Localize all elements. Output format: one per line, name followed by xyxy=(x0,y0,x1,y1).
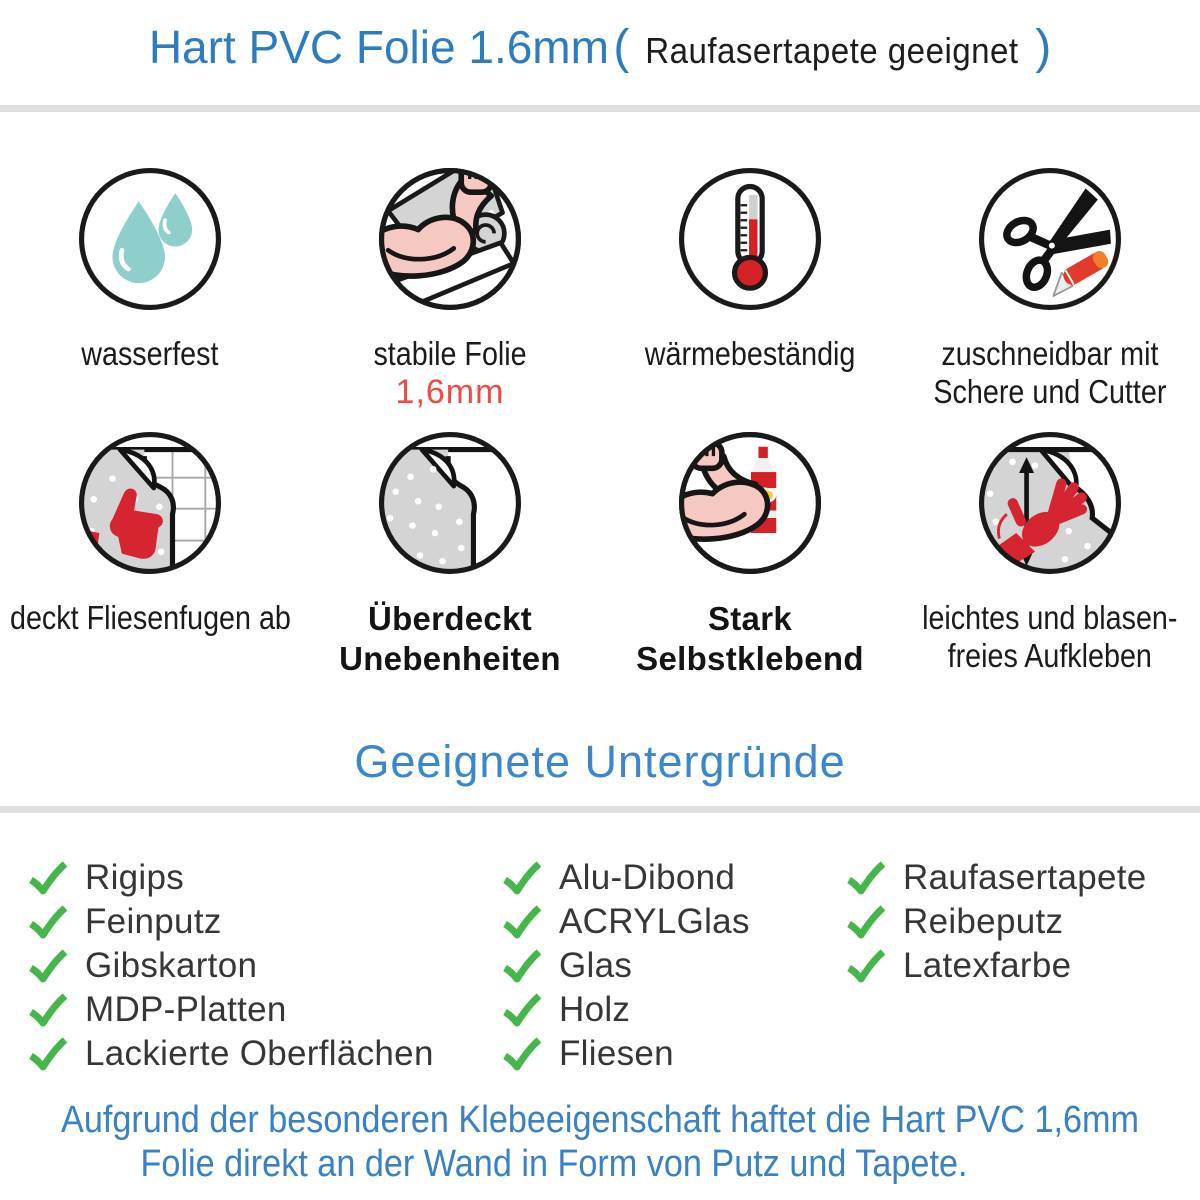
feature-label: stabile Folie xyxy=(373,335,527,372)
list-item: ACRYLGlas xyxy=(501,900,750,944)
check-icon xyxy=(503,905,542,939)
muscle-arm-foil-roll-icon xyxy=(378,167,522,311)
feature-label-line: Selbstklebend xyxy=(636,640,864,677)
check-icon xyxy=(847,905,886,939)
list-item: MDP-Platten xyxy=(27,988,434,1032)
thickness-highlight: 1,6mm xyxy=(395,373,505,411)
feature-covers-unevenness: Überdeckt Unebenheiten xyxy=(300,428,600,679)
footer-note: Aufgrund der besonderen Klebeeigenschaft… xyxy=(0,1098,1200,1186)
check-icon xyxy=(29,1037,68,1071)
substrates-column-3: Raufasertapete Reibeputz Latexfarbe xyxy=(845,856,1147,988)
feature-bubble-free: leichtes und blasen- freies Aufkleben xyxy=(900,428,1200,679)
paren-close: ) xyxy=(1035,21,1052,74)
divider-mid xyxy=(0,806,1200,813)
check-icon xyxy=(503,1037,542,1071)
title-note-wrap: Raufasertapete geeignet xyxy=(646,30,1019,72)
check-icon xyxy=(503,949,542,983)
page-title: Hart PVC Folie 1.6mm ( Raufasertapete gee… xyxy=(0,20,1200,75)
feature-heat-resistant: wärmebeständig xyxy=(600,164,900,411)
list-item: Glas xyxy=(501,944,750,988)
substrate-label: Feinputz xyxy=(85,902,222,941)
hand-smoothing-foil-icon xyxy=(978,431,1122,575)
list-item: Lackierte Oberflächen xyxy=(27,1032,434,1076)
list-item: Fliesen xyxy=(501,1032,750,1076)
title-note: Raufasertapete geeignet xyxy=(645,30,1019,71)
substrate-label: Holz xyxy=(559,990,631,1029)
thermometer-icon xyxy=(678,167,822,311)
substrate-label: Lackierte Oberflächen xyxy=(85,1034,434,1073)
check-icon xyxy=(29,993,68,1027)
feature-label-line: Schere und Cutter xyxy=(933,373,1167,410)
list-item: Reibeputz xyxy=(845,900,1147,944)
substrates-column-1: Rigips Feinputz Gibskarton MDP-Platten L… xyxy=(27,856,434,1076)
feature-self-adhesive: Stark Selbstklebend xyxy=(600,428,900,679)
list-item: Gibskarton xyxy=(27,944,434,988)
substrate-label: Gibskarton xyxy=(85,946,258,985)
check-icon xyxy=(847,861,886,895)
list-item: Raufasertapete xyxy=(845,856,1147,900)
substrate-label: Fliesen xyxy=(559,1034,674,1073)
feature-label: deckt Fliesenfugen ab xyxy=(9,599,291,636)
footer-line-1: Aufgrund der besonderen Klebeeigenschaft… xyxy=(61,1099,1139,1141)
list-item: Latexfarbe xyxy=(845,944,1147,988)
feature-label-line: Stark xyxy=(707,600,793,637)
substrate-label: Latexfarbe xyxy=(903,946,1072,985)
feature-label: wasserfest xyxy=(81,335,219,372)
muscle-arm-glue-tube-icon xyxy=(678,431,822,575)
feature-label: wärmebeständig xyxy=(644,335,856,372)
list-item: Holz xyxy=(501,988,750,1032)
substrate-label: ACRYLGlas xyxy=(559,902,750,941)
paren-open: ( xyxy=(613,21,630,74)
check-icon xyxy=(847,949,886,983)
dotted-foil-fold-icon xyxy=(378,431,522,575)
feature-label: Überdeckt Unebenheiten xyxy=(339,599,561,679)
footer-line-2: Folie direkt an der Wand in Form von Put… xyxy=(140,1143,968,1185)
title-text: Hart PVC Folie 1.6mm xyxy=(148,21,609,73)
feature-label-line: zuschneidbar mit xyxy=(941,335,1159,372)
substrate-label: Alu-Dibond xyxy=(559,858,736,897)
feature-label-line: leichtes und blasen- xyxy=(922,599,1178,636)
feature-covers-tile-joints: deckt Fliesenfugen ab xyxy=(0,428,300,679)
feature-label-line: Überdeckt xyxy=(367,600,533,637)
substrate-label: Raufasertapete xyxy=(903,858,1147,897)
scissors-and-cutter-icon xyxy=(978,167,1122,311)
feature-stable-foil: stabile Folie 1,6mm xyxy=(300,164,600,411)
feature-grid: wasserfest xyxy=(0,164,1200,679)
check-icon xyxy=(29,861,68,895)
feature-label: leichtes und blasen- freies Aufkleben xyxy=(922,599,1177,675)
substrate-label: Rigips xyxy=(85,858,185,897)
list-item: Rigips xyxy=(27,856,434,900)
list-item: Feinputz xyxy=(27,900,434,944)
check-icon xyxy=(503,861,542,895)
list-item: Alu-Dibond xyxy=(501,856,750,900)
check-icon xyxy=(503,993,542,1027)
thumbs-up-tile-joints-icon xyxy=(78,431,222,575)
check-icon xyxy=(29,949,68,983)
substrate-label: Reibeputz xyxy=(903,902,1064,941)
feature-cuttable: zuschneidbar mit Schere und Cutter xyxy=(900,164,1200,411)
feature-label: Stark Selbstklebend xyxy=(636,599,864,679)
divider-top xyxy=(0,105,1200,112)
feature-label-line: Unebenheiten xyxy=(339,640,561,677)
feature-label-line: freies Aufkleben xyxy=(947,637,1153,674)
substrate-label: Glas xyxy=(559,946,633,985)
water-drops-icon xyxy=(78,167,222,311)
feature-waterproof: wasserfest xyxy=(0,164,300,411)
feature-label: zuschneidbar mit Schere und Cutter xyxy=(933,335,1166,411)
substrates-heading: Geeignete Untergründe xyxy=(354,736,846,787)
substrates-column-2: Alu-Dibond ACRYLGlas Glas Holz Fliesen xyxy=(501,856,750,1076)
check-icon xyxy=(29,905,68,939)
substrate-label: MDP-Platten xyxy=(85,990,287,1029)
